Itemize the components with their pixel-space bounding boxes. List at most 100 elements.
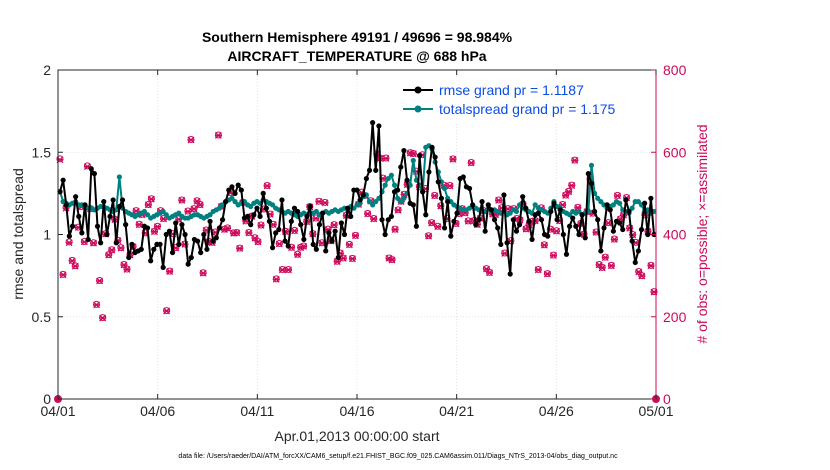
obs-assimilated-marker (233, 229, 241, 237)
rmse-point (110, 197, 116, 203)
rmse-point (88, 166, 94, 172)
rmse-point (607, 207, 613, 213)
obs-assimilated-marker (163, 307, 171, 315)
obs-assimilated-marker (428, 219, 436, 227)
obs-assimilated-marker (446, 182, 454, 190)
rmse-point (495, 225, 501, 231)
totalspread-point (382, 182, 388, 188)
rmse-point (116, 203, 122, 210)
rmse-point (395, 187, 401, 193)
rmse-point (588, 180, 595, 187)
rmse-point (617, 220, 623, 226)
rmse-point (85, 236, 91, 243)
obs-assimilated-marker (370, 215, 378, 223)
rmse-point (366, 167, 373, 173)
rmse-point (326, 230, 332, 236)
rmse-point (429, 144, 435, 150)
rmse-point (320, 210, 326, 216)
rmse-point (466, 185, 473, 192)
totalspread-point (532, 202, 538, 208)
y-right-tick-label: 800 (663, 62, 687, 78)
obs-assimilated-marker (65, 239, 73, 247)
obs-assimilated-marker (568, 182, 576, 190)
chart-title-line2: AIRCRAFT_TEMPERATURE @ 688 hPa (227, 48, 486, 64)
obs-assimilated-marker (90, 239, 98, 247)
rmse-point (348, 213, 354, 220)
obs-assimilated-marker (330, 221, 338, 229)
rmse-point (151, 246, 157, 252)
obs-assimilated-marker (540, 241, 548, 249)
totalspread-point (313, 208, 319, 215)
rmse-point (144, 225, 151, 231)
y-left-tick-label: 0.5 (32, 309, 52, 325)
rmse-point (79, 230, 85, 236)
totalspread-point (232, 199, 238, 205)
obs-assimilated-marker (117, 244, 125, 252)
rmse-point (123, 222, 129, 228)
obs-assimilated-marker (236, 245, 244, 252)
obs-assimilated-marker (190, 205, 198, 213)
rmse-point (207, 218, 213, 224)
rmse-point (260, 190, 266, 196)
totalspread-point (441, 185, 448, 192)
obs-assimilated-marker (635, 268, 643, 276)
obs-possible-marker (56, 155, 64, 163)
rmse-point (413, 223, 420, 229)
totalspread-point (391, 182, 398, 188)
rmse-point (504, 240, 510, 246)
rmse-point (645, 231, 651, 238)
rmse-point (604, 202, 610, 208)
rmse-point (507, 271, 513, 277)
obs-assimilated-marker (224, 224, 232, 232)
rmse-point (360, 192, 366, 198)
rmse-point (382, 231, 388, 238)
rmse-point (379, 217, 385, 223)
totalspread-point (176, 210, 182, 216)
rmse-point (376, 123, 382, 129)
totalspread-point (507, 210, 513, 216)
obs-assimilated-marker (147, 195, 155, 203)
rmse-point (316, 222, 323, 228)
totalspread-point (398, 199, 404, 205)
totalspread-point (385, 175, 391, 182)
obs-assimilated-marker (391, 226, 399, 234)
rmse-point (160, 264, 166, 270)
obs-assimilated-marker (364, 210, 372, 218)
rmse-point (529, 236, 535, 243)
rmse-point (620, 226, 626, 233)
rmse-point (563, 251, 570, 257)
rmse-point (523, 205, 529, 211)
rmse-point (345, 205, 351, 211)
rmse-point (163, 231, 169, 238)
rmse-point (291, 205, 298, 211)
rmse-point (635, 248, 641, 254)
rmse-point (179, 222, 185, 228)
obs-assimilated-marker (300, 242, 308, 250)
rmse-point (398, 164, 404, 170)
totalspread-point (160, 208, 166, 215)
rmse-point (513, 228, 520, 234)
x-tick-label: 04/01 (40, 403, 75, 419)
obs-assimilated-marker (351, 232, 359, 240)
rmse-point (448, 233, 454, 239)
rmse-point (473, 222, 479, 228)
data-file-footer: data file: /Users/raeder/DAI/ATM_forcXX/… (178, 453, 618, 460)
obs-assimilated-marker (604, 219, 612, 227)
rmse-point (526, 218, 532, 224)
totalspread-point (370, 202, 376, 208)
rmse-point (235, 182, 241, 188)
totalspread-point (401, 195, 407, 201)
rmse-point (432, 154, 438, 160)
x-tick-label: 04/26 (539, 403, 574, 419)
rmse-point (257, 213, 263, 220)
legend-box (398, 78, 648, 122)
rmse-point (370, 120, 376, 126)
rmse-point (498, 241, 504, 247)
obs-assimilated-marker (425, 232, 433, 240)
rmse-point (263, 205, 269, 211)
obs-assimilated-marker (257, 221, 265, 229)
rmse-point (157, 241, 163, 247)
rmse-point (485, 202, 491, 208)
y-axis-left-label: rmse and totalspread (10, 168, 26, 300)
